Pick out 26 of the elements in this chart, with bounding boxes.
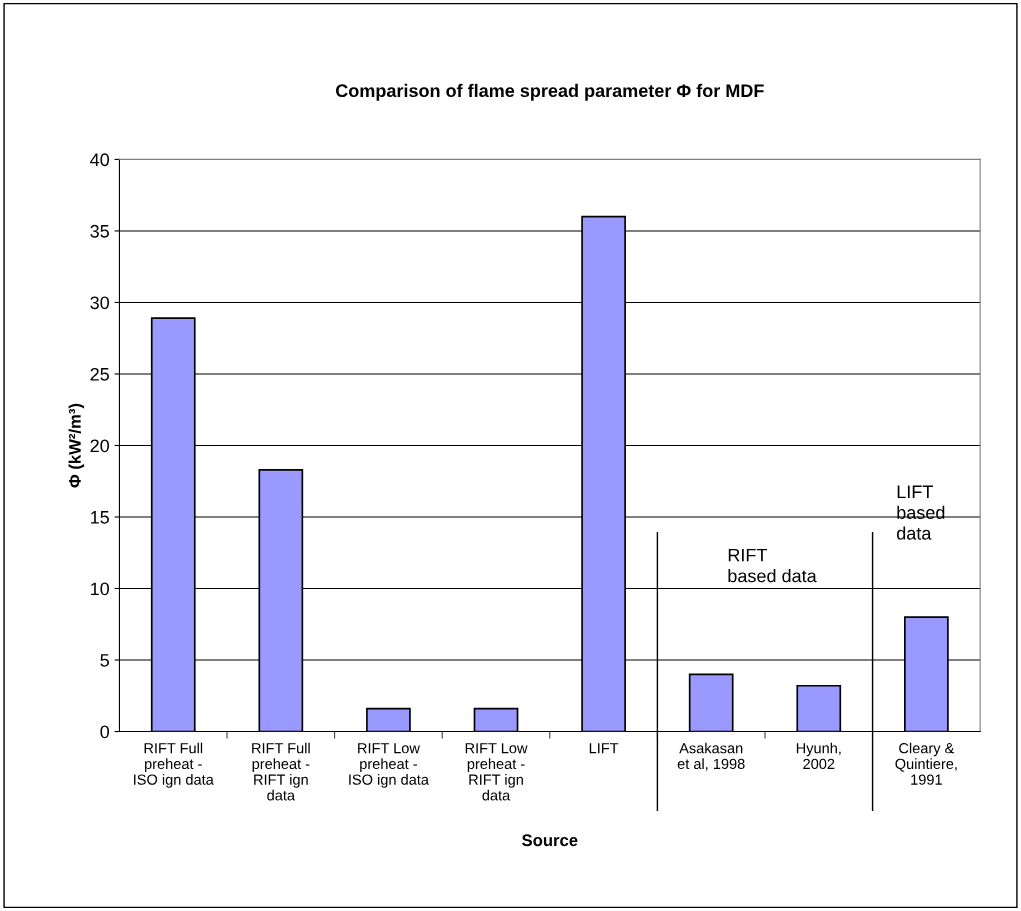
y-tick-label: 20 [90,439,110,453]
x-tick-label: RIFT Low preheat - ISO ign data [349,743,429,788]
annotation: LIFT based data [897,485,945,540]
y-tick-label: 30 [90,296,110,310]
bar [366,707,411,732]
y-tick-label: 5 [100,654,109,667]
y-tick-label: 25 [90,367,109,381]
y-tick-label: 35 [90,224,109,238]
x-tick-label: Hyunh, 2002 [796,742,841,770]
y-tick-label: 0 [100,725,110,739]
annotation: RIFT based data [728,548,817,583]
x-tick-label: Asakasan et al, 1998 [677,742,745,771]
x-tick-label: Cleary & Quintiere, 1991 [895,742,957,785]
x-axis-title: Source [522,834,578,847]
y-tick-label: 15 [91,511,109,524]
bar [473,707,519,732]
bar [796,684,842,732]
y-tick-label: 10 [91,582,110,596]
x-tick-label: RIFT Low preheat - RIFT ign data [465,743,528,801]
y-axis-title: Φ (kW²/m³) [68,403,85,488]
x-tick-label: RIFT Full preheat - ISO ign data [134,742,214,788]
y-tick-label: 40 [90,153,110,167]
x-tick-label: RIFT Full preheat - RIFT ign data [252,742,310,801]
x-tick-label: LIFT [589,743,619,754]
bar [688,673,734,732]
chart-title: Comparison of flame spread parameter Φ for MDF [335,83,764,101]
